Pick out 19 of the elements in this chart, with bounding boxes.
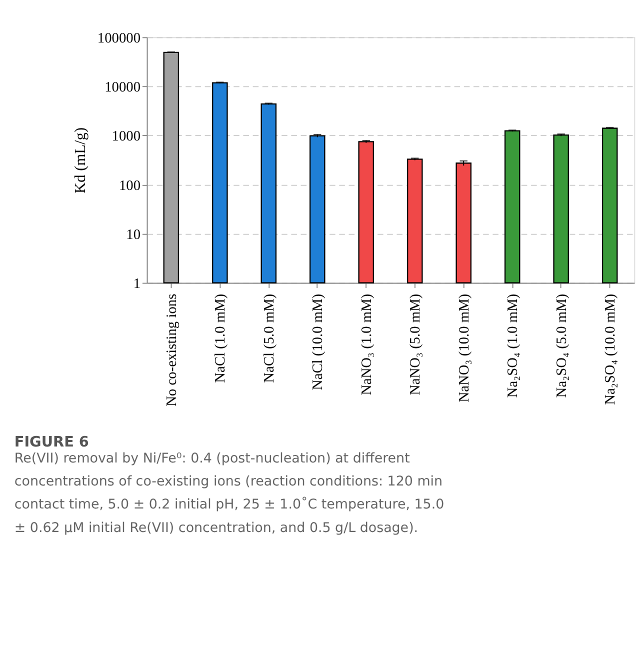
x-tick-label: Na₂SO₄ (5.0 mM) bbox=[554, 294, 570, 398]
y-tick-label: 100000 bbox=[97, 30, 141, 46]
y-tick-label: 100 bbox=[119, 178, 141, 194]
x-tick-label: NaNO₃ (5.0 mM) bbox=[408, 294, 424, 396]
x-tick-label: No co-existing ions bbox=[164, 293, 180, 406]
y-tick-label: 10 bbox=[126, 226, 141, 243]
x-tick-label: NaCl (10.0 mM) bbox=[310, 294, 326, 390]
x-tick-label: Na₂SO₄ (1.0 mM) bbox=[505, 294, 522, 398]
y-tick-label: 10000 bbox=[104, 80, 141, 96]
y-axis-title: Kd (mL/g) bbox=[72, 127, 89, 194]
x-tick-label: NaCl (5.0 mM) bbox=[261, 294, 278, 383]
y-tick-label: 1 bbox=[133, 276, 141, 292]
x-tick-label: Na₂SO₄ (10.0 mM) bbox=[602, 294, 619, 405]
text: Re(VII) removal by Ni/Fe⁰: 0.4 (post-nucleation) at different concentrations of co-existing ions (reaction conditions: 120 min contact time, 5.0 ± 0.2 initial pH, 25 ± 1.0˚C temperature, 15.0 ± 0.62 μM initial Re(VII) concentration, and 0.5 g/L dosage). bbox=[14, 452, 444, 536]
text: FIGURE 6 bbox=[14, 434, 89, 450]
x-tick-label: NaNO₃ (1.0 mM) bbox=[358, 294, 375, 396]
y-tick-label: 1000 bbox=[112, 128, 141, 145]
x-tick-label: NaNO₃ (10.0 mM) bbox=[456, 294, 472, 402]
x-tick-label: NaCl (1.0 mM) bbox=[212, 294, 229, 383]
